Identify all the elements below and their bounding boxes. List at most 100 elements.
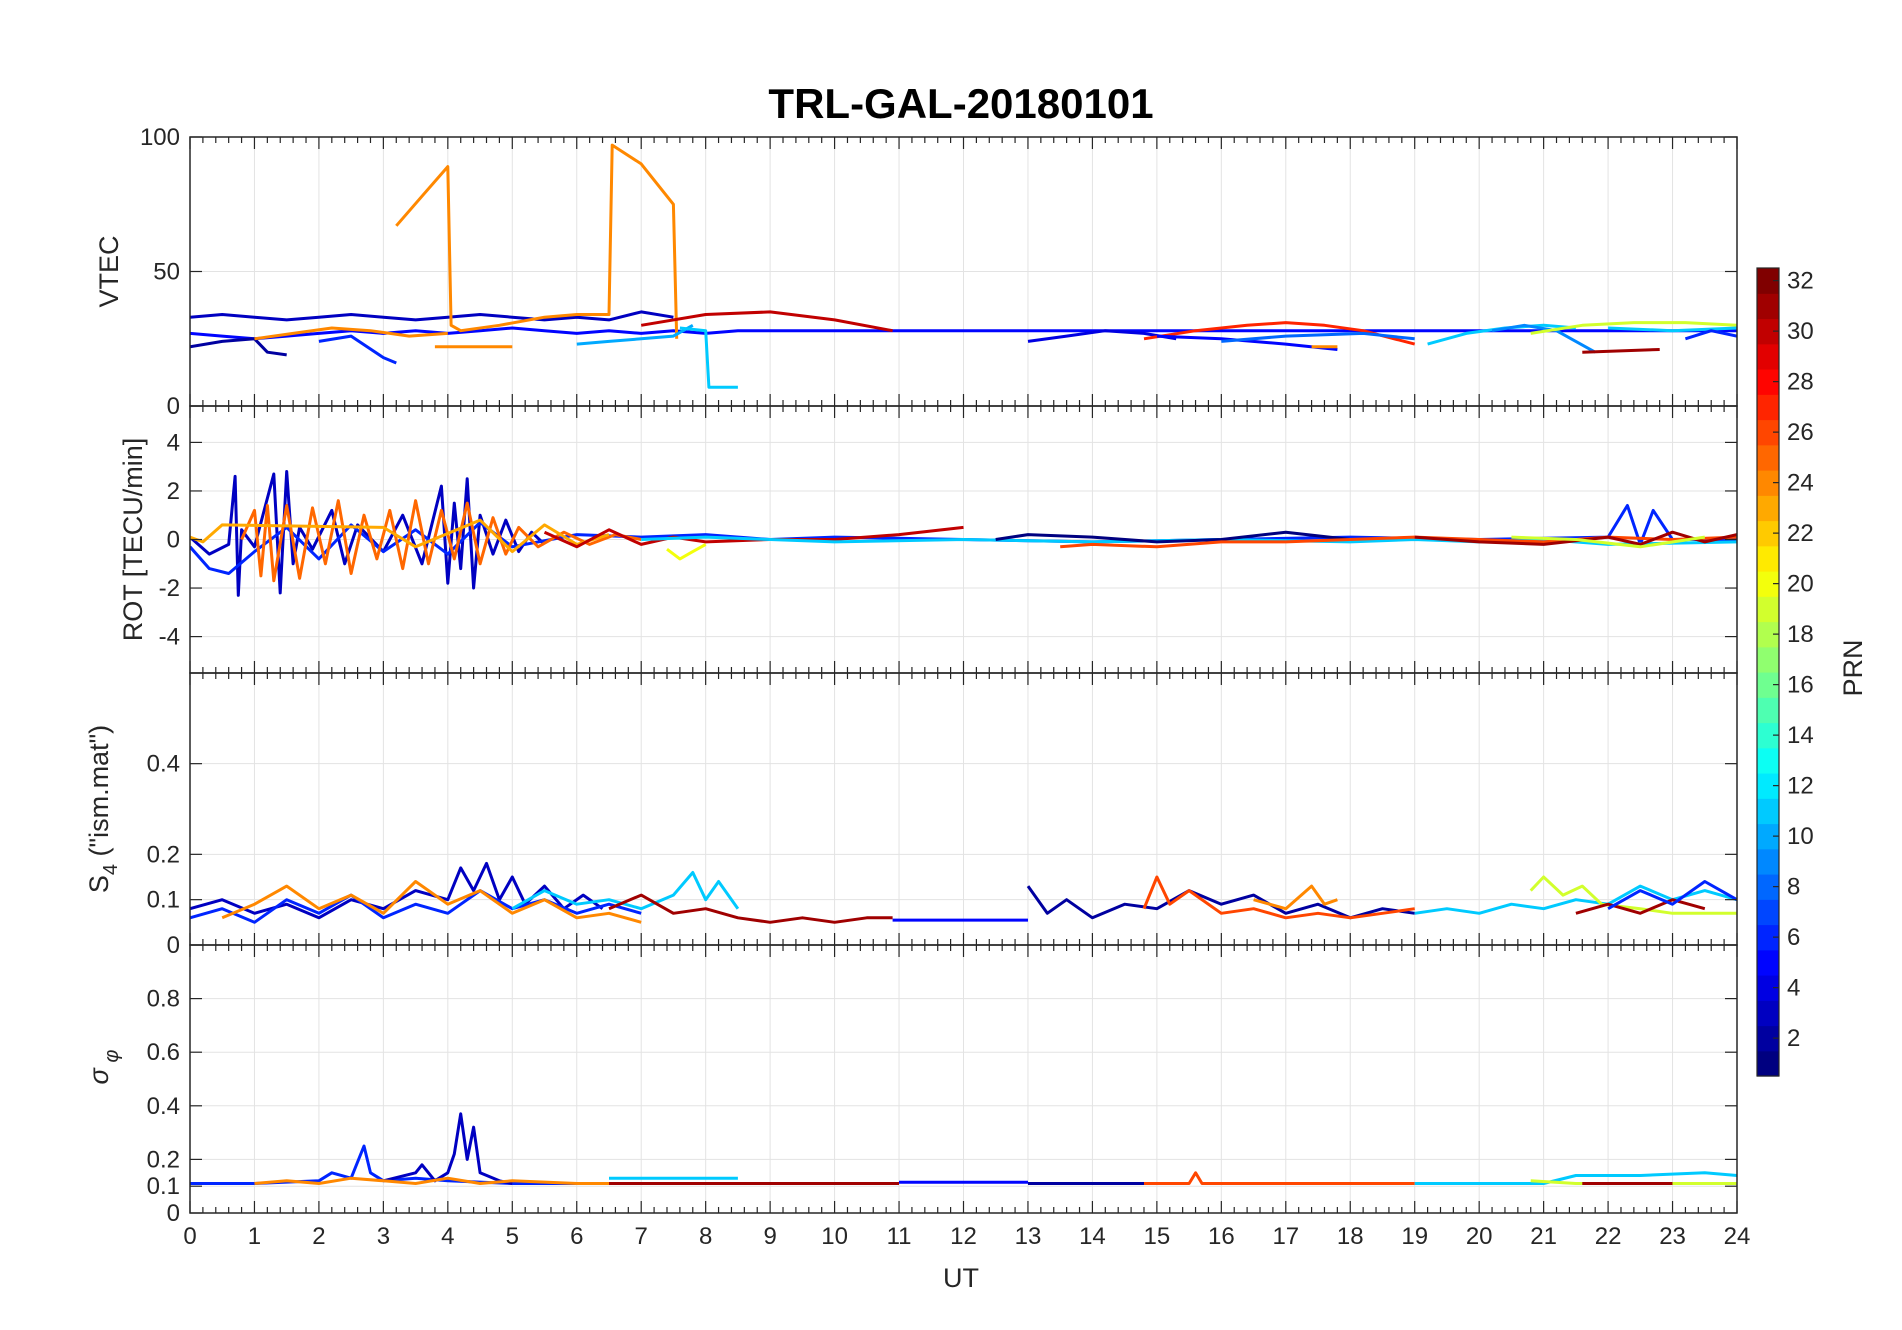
- series-prn-27: [1143, 321, 1416, 346]
- chart-title: TRL-GAL-20180101: [768, 80, 1153, 127]
- series-prn-25: [240, 499, 642, 583]
- colorbar-cell: [1757, 394, 1779, 421]
- series-prn-2: [190, 337, 287, 357]
- panel-s4: 0 0.1 0.2 0.4 S4 ("ism.mat"): [84, 672, 1738, 959]
- series-prn-19: [1529, 875, 1737, 915]
- series-prn-31: [1414, 530, 1737, 546]
- y-tick-label: 0.4: [147, 1093, 180, 1120]
- colorbar-cell: [1757, 646, 1779, 673]
- y-tick-label: 2: [167, 478, 180, 505]
- x-tick-label: 18: [1337, 1223, 1364, 1250]
- series-group: [190, 470, 1737, 597]
- x-tick-label: 14: [1079, 1223, 1106, 1250]
- y-tick-label: 0.1: [147, 887, 180, 914]
- y-axis-label-s: S: [84, 875, 114, 893]
- y-axis-label-sigma: σ: [84, 1066, 114, 1084]
- series-prn-19: [1511, 535, 1706, 549]
- y-tick-label: 4: [167, 429, 180, 456]
- series-prn-31: [608, 893, 893, 924]
- series-group: [190, 861, 1737, 924]
- colorbar-tick-label: 16: [1787, 672, 1814, 699]
- colorbar-tick-label: 30: [1787, 318, 1814, 345]
- x-tick-label: 8: [699, 1223, 712, 1250]
- y-axis-label: σ φ: [84, 1050, 123, 1085]
- y-tick-label: 0: [167, 932, 180, 959]
- colorbar-cell: [1757, 899, 1779, 926]
- x-tick-label: 9: [763, 1223, 776, 1250]
- colorbar-label: PRN: [1838, 639, 1868, 696]
- colorbar-tick-label: 26: [1787, 419, 1814, 446]
- colorbar-cell: [1757, 470, 1779, 496]
- series-prn-4: [1027, 329, 1177, 343]
- series-prn-8: [1221, 331, 1415, 343]
- x-tick-label: 10: [821, 1223, 848, 1250]
- y-axis-label: S4 ("ism.mat"): [84, 725, 122, 893]
- series-prn-24: [395, 143, 679, 339]
- series-prn-19: [1530, 321, 1737, 335]
- colorbar-tick-label: 4: [1787, 975, 1800, 1002]
- x-tick-label: 11: [887, 1223, 912, 1250]
- colorbar-cell: [1757, 672, 1779, 698]
- colorbar-cell: [1757, 495, 1779, 522]
- x-tick-label: 6: [570, 1223, 583, 1250]
- series-group: [190, 1112, 1737, 1185]
- colorbar-cell: [1757, 419, 1779, 446]
- colorbar-tick-label: 32: [1787, 268, 1814, 295]
- colorbar-tick-label: 12: [1787, 773, 1814, 800]
- colorbar-cell: [1757, 444, 1779, 471]
- series-prn-26: [1060, 535, 1737, 549]
- colorbar-cell: [1757, 747, 1779, 774]
- y-tick-label: -2: [159, 575, 180, 602]
- y-tick-label: 0: [167, 1200, 180, 1227]
- colorbar-cell: [1757, 621, 1779, 648]
- y-tick-label: 0.2: [147, 1146, 180, 1173]
- x-tick-label: 5: [506, 1223, 519, 1250]
- colorbar-cell: [1757, 773, 1779, 799]
- colorbar-tick-label: 8: [1787, 874, 1800, 901]
- colorbar-tick-label: 2: [1787, 1025, 1800, 1052]
- y-axis-label-rest: ("ism.mat"): [84, 725, 114, 864]
- series-prn-20: [666, 543, 707, 561]
- x-tick-label: 24: [1724, 1223, 1751, 1250]
- y-tick-label: 0.6: [147, 1039, 180, 1066]
- panel-rot: -4 -2 0 2 4 ROT [TECU/min]: [118, 405, 1738, 674]
- y-tick-label: 0: [167, 393, 180, 420]
- y-tick-label: 0.4: [147, 751, 180, 778]
- colorbar-cell: [1757, 293, 1779, 320]
- series-prn-24: [221, 880, 642, 924]
- series-prn-6: [318, 334, 397, 365]
- x-tick-label: 1: [248, 1223, 261, 1250]
- y-tick-label: 0.2: [147, 841, 180, 868]
- colorbar-tick-label: 14: [1787, 722, 1814, 749]
- series-prn-6: [190, 889, 642, 924]
- y-tick-label: 0: [167, 527, 180, 554]
- panel-sigma: 00.10.2 0.4 0.6 0.8 σ φ: [84, 944, 1738, 1227]
- series-prn-1: [995, 530, 1351, 544]
- series-prn-24: [254, 1176, 642, 1185]
- y-axis-label-subscript: 4: [100, 864, 122, 875]
- x-axis-label: UT: [943, 1263, 979, 1293]
- colorbar-cell: [1757, 722, 1779, 749]
- colorbar-tick-label: 28: [1787, 369, 1814, 396]
- colorbar-cell: [1757, 571, 1779, 597]
- y-tick-label: 0.1: [147, 1173, 180, 1200]
- colorbar-cell: [1757, 924, 1779, 951]
- series-prn-30: [640, 310, 893, 333]
- colorbar-tick-label: 6: [1787, 924, 1800, 951]
- series-prn-6: [1607, 880, 1737, 911]
- series-prn-5: [190, 326, 1737, 341]
- colorbar-tick-label: 18: [1787, 621, 1814, 648]
- x-tick-label: 16: [1208, 1223, 1235, 1250]
- x-tick-label: 22: [1595, 1223, 1622, 1250]
- series-prn-3: [190, 470, 546, 597]
- series-group: [190, 143, 1737, 389]
- series-prn-24: [1253, 884, 1338, 911]
- y-tick-label: 100: [140, 124, 180, 151]
- series-prn-31: [1575, 898, 1706, 915]
- series-prn-11: [1608, 326, 1737, 333]
- series-prn-11: [511, 871, 740, 911]
- colorbar-tick-label: 24: [1787, 470, 1814, 497]
